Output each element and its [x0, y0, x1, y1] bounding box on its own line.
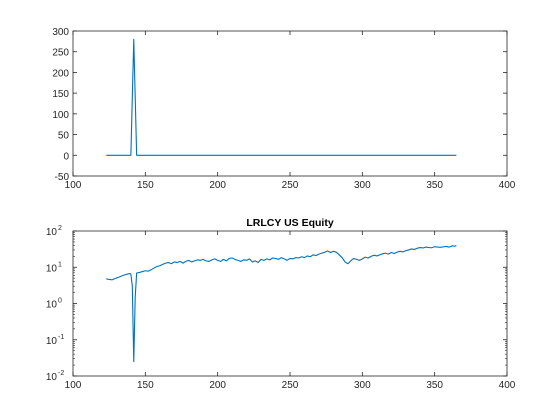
bottom-x-axis: 100 150 200 250 300 350 400 [65, 231, 516, 391]
y-tick-label: -50 [55, 172, 70, 183]
x-tick-label: 350 [426, 180, 443, 191]
top-series-line [106, 38, 457, 156]
y-tick-label-base: 10 [46, 336, 58, 347]
y-tick-label: 250 [52, 48, 69, 59]
x-tick-label: 200 [209, 380, 226, 391]
top-chart-frame [72, 30, 508, 177]
y-tick-label: 150 [52, 89, 69, 100]
y-tick-label: 50 [58, 131, 70, 142]
x-tick-label: 250 [282, 180, 299, 191]
x-tick-label: 350 [426, 380, 443, 391]
x-tick-label: 400 [499, 380, 516, 391]
y-tick-label-exponent: 1 [58, 261, 62, 268]
x-tick-label: 250 [282, 380, 299, 391]
top-x-axis: 100 150 200 250 300 350 400 [65, 31, 516, 191]
y-tick-label-exponent: 2 [58, 225, 62, 232]
x-tick-label: 100 [65, 180, 82, 191]
top-chart: 100 150 200 250 300 350 400 -50 0 50 100 150 200 250… [52, 27, 515, 191]
x-tick-label: 200 [209, 180, 226, 191]
y-tick-label: 100 [52, 110, 69, 121]
bottom-chart: LRLCY US Equity 100 150 200 250 300 350 400 10… [46, 217, 516, 391]
y-tick-label-base: 10 [46, 300, 58, 311]
y-tick-label: 200 [52, 68, 69, 79]
top-y-axis: -50 0 50 100 150 200 250 300 [52, 27, 507, 183]
x-tick-label: 300 [354, 380, 371, 391]
y-tick-label: 300 [52, 27, 69, 38]
x-tick-label: 100 [65, 380, 82, 391]
y-tick-label-base: 10 [46, 227, 58, 238]
x-tick-label: 150 [137, 380, 154, 391]
y-tick-label: 0 [63, 151, 69, 162]
y-tick-label-exponent: -1 [58, 334, 64, 341]
y-tick-label-exponent: 0 [58, 298, 62, 305]
y-tick-label-base: 10 [46, 372, 58, 383]
y-tick-label-base: 10 [46, 263, 58, 274]
bottom-chart-frame [72, 230, 508, 377]
x-tick-label: 300 [354, 180, 371, 191]
y-tick-label-exponent: -2 [58, 370, 64, 377]
bottom-chart-title: LRLCY US Equity [246, 217, 333, 229]
bottom-series-line [106, 244, 457, 363]
x-tick-label: 150 [137, 180, 154, 191]
x-tick-label: 400 [499, 180, 516, 191]
